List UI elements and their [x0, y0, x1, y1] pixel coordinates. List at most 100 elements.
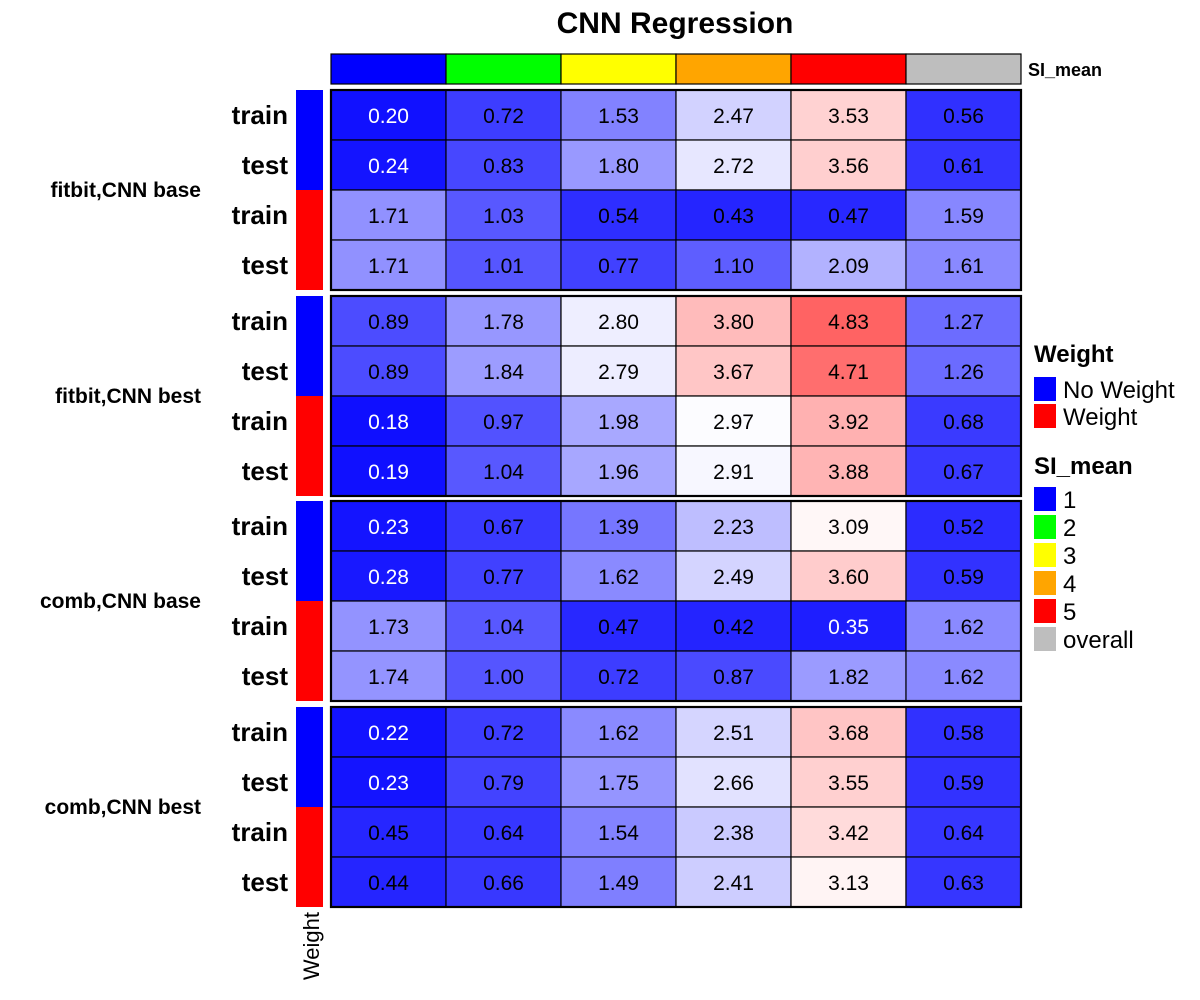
cell-value-label: 0.58: [943, 722, 984, 745]
heatmap-cell: [560, 395, 677, 447]
cell-value-label: 4.83: [828, 311, 869, 334]
heatmap-cell: [560, 295, 677, 347]
heatmap-cell: [905, 189, 1022, 241]
cell-value-label: 0.44: [368, 872, 409, 895]
group-border: [329, 294, 1023, 498]
si-mean-legend-title: SI_mean: [1034, 453, 1133, 480]
weight-annotation-cell: [296, 446, 323, 496]
heatmap-cell: [675, 756, 792, 808]
cell-value-label: 1.62: [598, 722, 639, 745]
cell-value-label: 1.54: [598, 822, 639, 845]
heatmap-cell: [905, 139, 1022, 191]
weight-annotation-cell: [296, 190, 323, 240]
cell-value-label: 0.89: [368, 361, 409, 384]
heatmap-cell: [445, 856, 562, 908]
cell-value-label: 1.62: [943, 666, 984, 689]
cell-value-label: 3.42: [828, 822, 869, 845]
heatmap-cell: [330, 345, 447, 397]
row-label: test: [242, 767, 289, 797]
cell-value-label: 0.61: [943, 155, 984, 178]
weight-annotation-cell: [296, 857, 323, 907]
cell-value-label: 3.55: [828, 772, 869, 795]
heatmap-cell: [675, 706, 792, 758]
heatmap-cell: [790, 650, 907, 702]
weight-annotation-cell: [296, 396, 323, 446]
cell-value-label: 0.79: [483, 772, 524, 795]
cell-value-label: 1.26: [943, 361, 984, 384]
cell-value-label: 1.62: [943, 616, 984, 639]
cell-value-label: 0.63: [943, 872, 984, 895]
row-label: test: [242, 250, 289, 280]
group-border: [329, 499, 1023, 703]
si-mean-annotation-cell: [560, 53, 677, 85]
cell-value-label: 0.24: [368, 155, 409, 178]
heatmap-cell: [905, 806, 1022, 858]
cell-value-label: 1.10: [713, 255, 754, 278]
si-mean-annotation-cell: [330, 53, 447, 85]
heatmap-cell: [905, 600, 1022, 652]
weight-annotation-axis-title: Weight: [299, 912, 324, 980]
cell-value-label: 1.80: [598, 155, 639, 178]
heatmap-cell: [330, 756, 447, 808]
heatmap-cell: [675, 139, 792, 191]
row-label: train: [232, 406, 288, 436]
cell-value-label: 3.68: [828, 722, 869, 745]
weight-annotation-cell: [296, 346, 323, 396]
cell-value-label: 1.49: [598, 872, 639, 895]
cell-value-label: 3.56: [828, 155, 869, 178]
cell-value-label: 0.67: [483, 516, 524, 539]
cell-value-label: 2.80: [598, 311, 639, 334]
heatmap-cell: [445, 239, 562, 291]
si-mean-legend-label: 2: [1063, 515, 1076, 542]
si-mean-legend-label: 1: [1063, 487, 1076, 514]
cell-value-label: 0.47: [828, 205, 869, 228]
heatmap-cell: [790, 239, 907, 291]
cell-value-label: 4.71: [828, 361, 869, 384]
heatmap-cell: [330, 650, 447, 702]
cell-value-label: 2.91: [713, 461, 754, 484]
weight-annotation-cell: [296, 501, 323, 551]
heatmap-group: fitbit,CNN best train 0.89 1.78 2.80 3.80 4.83…: [55, 294, 1023, 498]
cell-value-label: 0.52: [943, 516, 984, 539]
heatmap-cell: [905, 550, 1022, 602]
weight-annotation-cell: [296, 807, 323, 857]
si-mean-legend-swatch: [1034, 487, 1056, 511]
heatmap-group: fitbit,CNN base train 0.20 0.72 1.53 2.47 3.53…: [50, 88, 1023, 292]
heatmap-group: comb,CNN best train 0.22 0.72 1.62 2.51 3.68 0.…: [45, 705, 1023, 909]
cell-value-label: 2.79: [598, 361, 639, 384]
heatmap-cell: [675, 445, 792, 497]
cell-value-label: 3.60: [828, 566, 869, 589]
heatmap-cell: [330, 806, 447, 858]
heatmap-cell: [560, 650, 677, 702]
group-border: [329, 705, 1023, 909]
cell-value-label: 1.62: [598, 566, 639, 589]
cell-value-label: 2.41: [713, 872, 754, 895]
cell-value-label: 1.53: [598, 105, 639, 128]
cell-value-label: 1.71: [368, 255, 409, 278]
si-mean-annotation-label: SI_mean: [1028, 60, 1102, 80]
cell-value-label: 2.49: [713, 566, 754, 589]
cell-value-label: 1.01: [483, 255, 524, 278]
heatmap-cell: [905, 395, 1022, 447]
group-label: comb,CNN best: [45, 796, 201, 819]
heatmap-cell: [905, 706, 1022, 758]
heatmap-cell: [330, 600, 447, 652]
si-mean-column-annotation: [330, 53, 1022, 85]
cell-value-label: 0.59: [943, 772, 984, 795]
heatmap-cell: [445, 550, 562, 602]
cell-value-label: 0.64: [943, 822, 984, 845]
heatmap-cell: [445, 600, 562, 652]
si-mean-annotation-cell: [905, 53, 1022, 85]
heatmap-cell: [790, 345, 907, 397]
row-label: train: [232, 817, 288, 847]
heatmap-cell: [905, 650, 1022, 702]
row-label: train: [232, 511, 288, 541]
cell-value-label: 0.54: [598, 205, 639, 228]
cell-value-label: 1.96: [598, 461, 639, 484]
cell-value-label: 1.04: [483, 461, 524, 484]
cell-value-label: 3.80: [713, 311, 754, 334]
si-mean-legend-label: 3: [1063, 543, 1076, 570]
cell-value-label: 0.77: [483, 566, 524, 589]
heatmap-cell: [790, 500, 907, 552]
